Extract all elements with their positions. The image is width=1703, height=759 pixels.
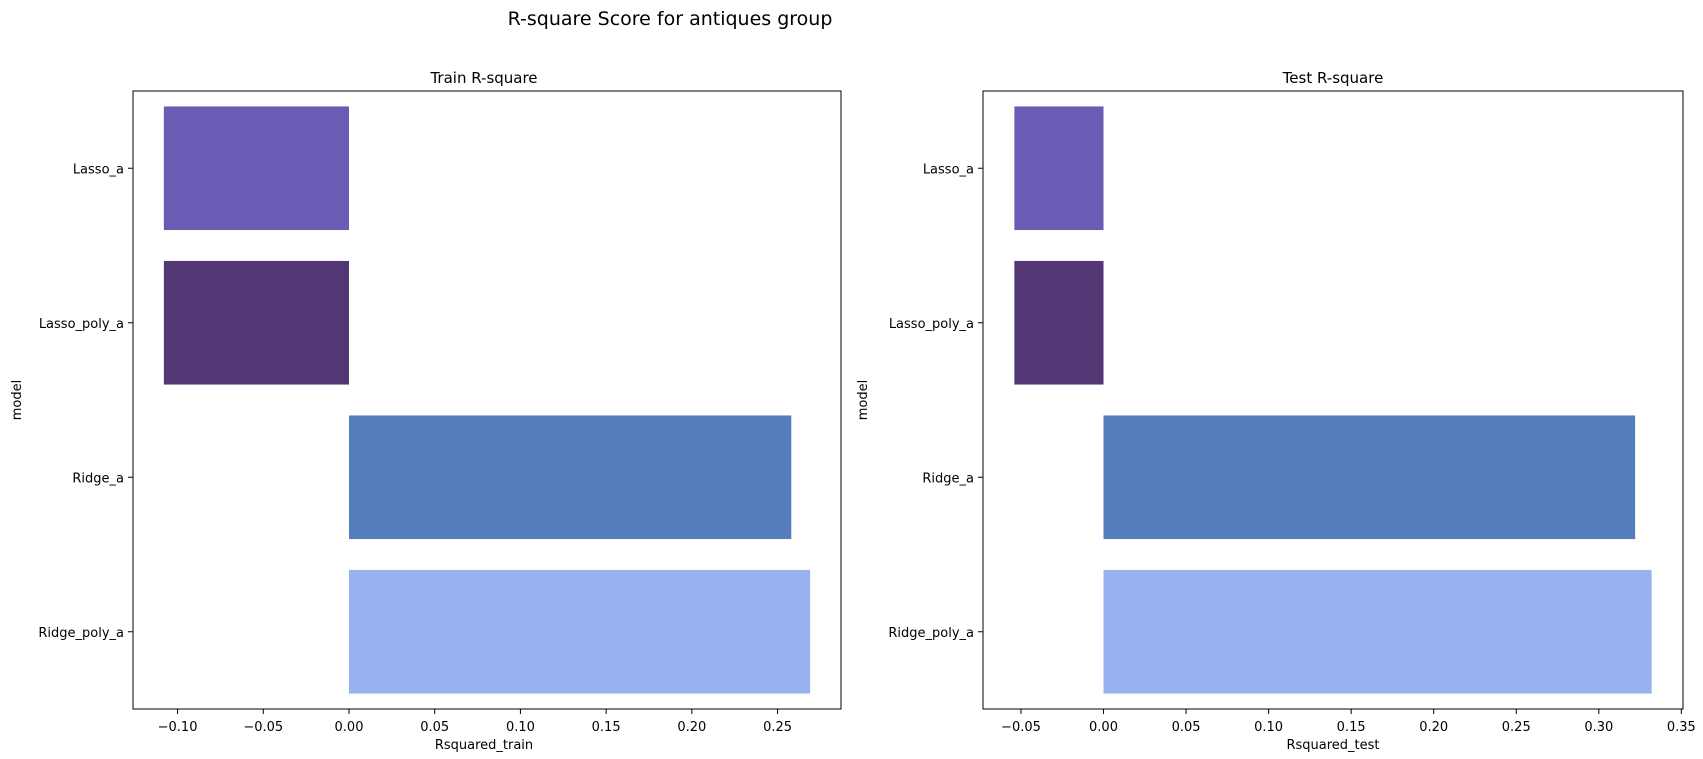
train-x-axis-label: Rsquared_train (435, 738, 533, 753)
train-subplot: Train R-square Rsquared_train model Lass… (10, 69, 842, 753)
train-x-tick-label: 0.15 (592, 720, 621, 735)
test-y-tick-label: Lasso_poly_a (889, 317, 974, 332)
train-x-tick-label: 0.00 (335, 720, 364, 735)
train-x-tick-label: 0.10 (506, 720, 535, 735)
train-y-axis-label: model (10, 380, 25, 420)
test-bar-lasso-a (1014, 106, 1104, 231)
train-y-tick-label: Lasso_a (73, 162, 124, 177)
train-y-ticks: Lasso_a Lasso_poly_a Ridge_a Ridge_poly_a (38, 162, 133, 641)
train-y-tick-label: Lasso_poly_a (39, 317, 124, 332)
train-x-tick-label: 0.25 (763, 720, 792, 735)
test-y-tick-label: Ridge_poly_a (888, 626, 974, 641)
test-x-tick-label: 0.15 (1337, 720, 1366, 735)
test-bar-ridge-poly-a (1103, 569, 1652, 694)
train-x-tick-label: 0.05 (420, 720, 449, 735)
train-y-tick-label: Ridge_a (72, 471, 124, 486)
test-bars (1014, 106, 1652, 694)
test-x-tick-label: 0.30 (1584, 720, 1613, 735)
train-y-tick-label: Ridge_poly_a (38, 626, 124, 641)
test-subplot: Test R-square Rsquared_test model Lasso_… (856, 69, 1696, 753)
train-x-tick-label: −0.10 (158, 720, 198, 735)
test-y-ticks: Lasso_a Lasso_poly_a Ridge_a Ridge_poly_a (888, 162, 983, 641)
test-y-tick-label: Ridge_a (922, 471, 974, 486)
test-x-tick-label: 0.25 (1502, 720, 1531, 735)
train-subplot-title: Train R-square (429, 69, 537, 87)
train-axes-frame (132, 90, 842, 710)
train-bar-ridge-poly-a (349, 569, 811, 694)
test-x-tick-label: 0.10 (1254, 720, 1283, 735)
figure-title: R-square Score for antiques group (508, 8, 833, 30)
test-x-tick-label: −0.05 (1001, 720, 1041, 735)
test-x-ticks: −0.05 0.00 0.05 0.10 0.15 0.20 0.25 0.30 0.35 (1001, 709, 1696, 735)
test-bar-lasso-poly-a (1014, 260, 1104, 385)
test-axes-frame (982, 90, 1684, 710)
test-y-axis-label: model (856, 380, 871, 420)
train-bar-lasso-poly-a (163, 260, 349, 385)
test-y-tick-label: Lasso_a (923, 162, 974, 177)
test-x-tick-label: 0.35 (1667, 720, 1696, 735)
test-bar-ridge-a (1103, 415, 1636, 540)
train-bar-lasso-a (163, 106, 349, 231)
train-bar-ridge-a (349, 415, 792, 540)
train-x-ticks: −0.10 −0.05 0.00 0.05 0.10 0.15 0.20 0.25 (158, 709, 792, 735)
test-x-tick-label: 0.05 (1172, 720, 1201, 735)
train-x-tick-label: 0.20 (677, 720, 706, 735)
test-x-axis-label: Rsquared_test (1286, 738, 1379, 753)
train-x-tick-label: −0.05 (243, 720, 283, 735)
train-bars (163, 106, 811, 694)
test-x-tick-label: 0.00 (1089, 720, 1118, 735)
test-x-tick-label: 0.20 (1419, 720, 1448, 735)
test-subplot-title: Test R-square (1282, 69, 1384, 87)
